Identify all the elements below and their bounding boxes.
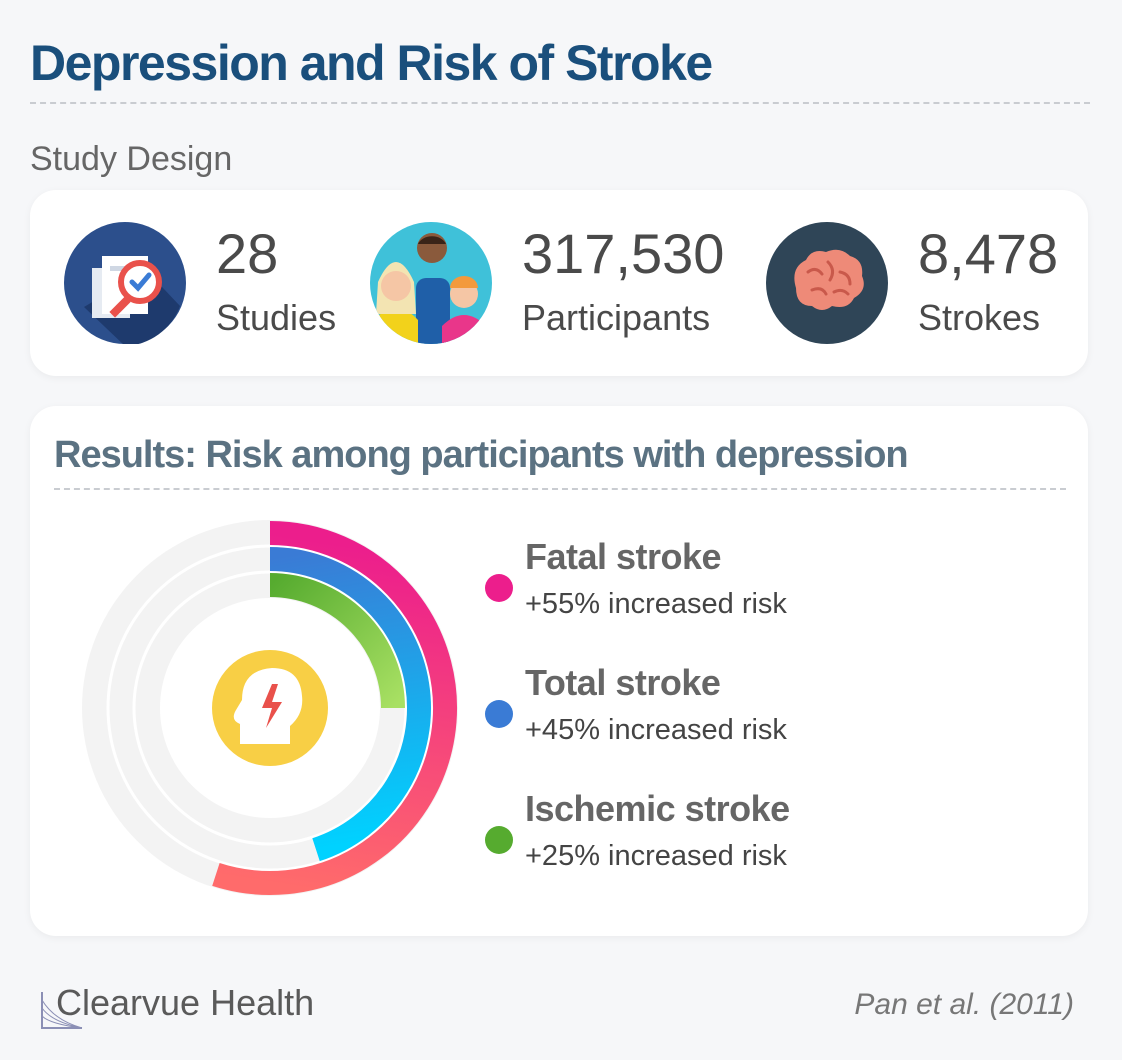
arc-ischemic-stroke xyxy=(269,573,405,709)
citation: Pan et al. (2011) xyxy=(854,988,1074,1021)
legend-label: Total stroke xyxy=(525,662,721,703)
arc-fatal-stroke xyxy=(212,521,458,895)
participants-label: Participants xyxy=(522,297,711,338)
page-title: Depression and Risk of Stroke xyxy=(30,35,713,91)
results-card: Results: Risk among participants with de… xyxy=(30,406,1088,936)
chart-track-divider xyxy=(106,544,434,872)
head-lightning-icon xyxy=(212,650,328,766)
brand-name: Clearvue Health xyxy=(56,982,315,1023)
studies-label: Studies xyxy=(216,297,337,338)
legend-dot xyxy=(485,826,513,854)
legend-label: Ischemic stroke xyxy=(525,788,790,829)
studies-count: 28 xyxy=(216,222,279,285)
legend-value: +25% increased risk xyxy=(525,840,787,872)
strokes-label: Strokes xyxy=(918,297,1041,338)
title-divider xyxy=(30,102,1090,104)
legend-dot xyxy=(485,700,513,728)
legend-value: +55% increased risk xyxy=(525,588,787,620)
radial-bar-chart xyxy=(82,520,458,896)
participants-count: 317,530 xyxy=(522,222,725,285)
study-design-label: Study Design xyxy=(30,140,233,178)
chart-track-divider xyxy=(132,570,408,846)
legend-label: Fatal stroke xyxy=(525,536,722,577)
strokes-count: 8,478 xyxy=(918,222,1059,285)
legend-dot xyxy=(485,574,513,602)
brain-icon xyxy=(766,222,888,344)
results-title: Results: Risk among participants with de… xyxy=(54,434,909,476)
document-magnifier-icon xyxy=(64,222,186,344)
results-divider xyxy=(54,488,1066,490)
arc-total-stroke xyxy=(269,547,431,862)
study-design-card: 28 Studies 317,530 Participants 8,478 St… xyxy=(30,190,1088,376)
legend-value: +45% increased risk xyxy=(525,714,787,746)
people-group-icon xyxy=(370,222,492,344)
brand-mark-icon xyxy=(41,992,83,1029)
